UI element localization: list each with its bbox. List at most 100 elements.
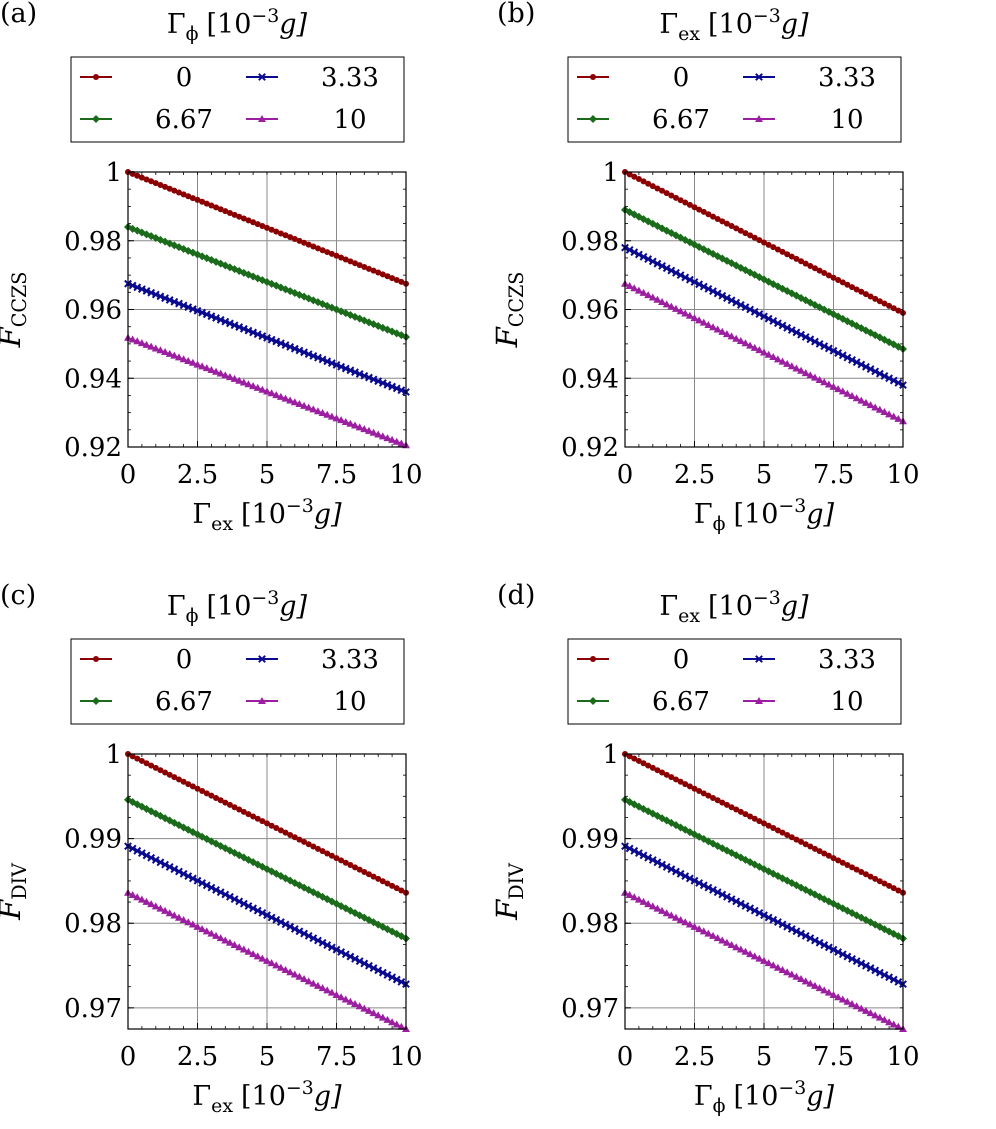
data-point — [253, 952, 262, 960]
data-point — [397, 386, 406, 395]
data-point — [230, 848, 239, 857]
data-point — [852, 957, 861, 966]
data-point — [392, 975, 401, 984]
legend-label: 10 — [830, 687, 863, 717]
data-point — [388, 1018, 397, 1026]
data-point — [365, 373, 373, 382]
data-point — [389, 882, 396, 889]
data-point — [133, 337, 142, 345]
data-point — [290, 970, 299, 978]
data-point — [815, 984, 824, 992]
data-point — [866, 964, 875, 972]
data-point — [207, 312, 216, 321]
data-point — [747, 232, 754, 239]
data-point — [875, 922, 884, 931]
data-point — [239, 945, 248, 953]
data-point — [138, 174, 145, 181]
data-point — [327, 943, 336, 952]
data-point — [709, 287, 717, 296]
data-point — [304, 350, 313, 359]
data-point — [226, 892, 234, 901]
data-point — [249, 382, 258, 390]
data-point — [313, 981, 322, 989]
data-point — [773, 872, 782, 881]
legend-label: 0 — [176, 63, 193, 93]
data-point — [807, 262, 814, 269]
legend-label: 6.67 — [155, 687, 213, 717]
data-point — [653, 295, 662, 303]
data-point — [690, 278, 699, 286]
legend-box — [70, 56, 405, 143]
data-point — [663, 771, 670, 778]
data-point — [866, 1009, 875, 1017]
data-point — [654, 767, 661, 774]
data-point — [374, 1011, 383, 1019]
data-point — [681, 918, 690, 926]
data-point — [314, 353, 322, 362]
data-point — [143, 760, 150, 767]
data-point — [890, 305, 897, 312]
data-point — [797, 929, 805, 938]
data-point — [250, 813, 257, 820]
data-point — [360, 425, 369, 433]
legend-label: 3.33 — [321, 63, 379, 93]
y-tick-label: 0.97 — [64, 994, 122, 1024]
legend-box — [70, 638, 405, 725]
data-point — [709, 885, 717, 894]
data-point — [695, 316, 704, 324]
data-point — [207, 929, 216, 937]
data-point — [682, 781, 689, 788]
data-point — [276, 963, 285, 971]
data-point — [313, 407, 322, 415]
data-point — [760, 312, 768, 321]
data-point — [291, 834, 298, 841]
data-point — [797, 975, 806, 983]
data-point — [843, 906, 852, 915]
x-tick-label: 0 — [617, 460, 634, 490]
y-tick-label: 0.99 — [561, 825, 619, 855]
data-point — [235, 897, 244, 906]
data-point — [867, 293, 874, 300]
y-tick-label: 1 — [602, 158, 619, 188]
data-point — [295, 927, 304, 936]
data-point — [273, 825, 280, 832]
data-point — [290, 398, 299, 406]
data-point — [895, 307, 902, 314]
data-point — [188, 874, 197, 883]
data-point — [890, 885, 897, 892]
data-point — [736, 337, 745, 345]
data-point — [713, 325, 722, 333]
data-point — [327, 359, 336, 368]
data-point — [774, 827, 781, 834]
data-point — [226, 319, 234, 328]
data-point — [733, 225, 740, 232]
data-point — [648, 257, 657, 266]
data-point — [626, 171, 633, 178]
data-point — [286, 968, 295, 976]
data-point — [792, 881, 801, 890]
data-point — [156, 904, 165, 912]
data-point — [824, 307, 833, 316]
data-point — [825, 272, 832, 279]
data-point — [189, 195, 196, 202]
series-10 — [621, 888, 907, 1032]
data-point — [714, 215, 721, 222]
data-point — [671, 231, 680, 240]
legend-marker-triangle — [755, 697, 763, 704]
data-point — [741, 855, 750, 864]
data-point — [162, 183, 169, 190]
data-point — [328, 852, 335, 859]
data-point — [375, 875, 382, 882]
data-point — [889, 975, 898, 984]
data-point — [746, 950, 755, 958]
data-point — [398, 278, 405, 285]
data-point — [217, 797, 224, 804]
data-point — [392, 384, 401, 393]
data-point — [198, 879, 207, 887]
data-point — [649, 183, 656, 190]
data-point — [337, 948, 346, 956]
data-point — [894, 414, 903, 422]
data-point — [166, 185, 173, 192]
data-point — [208, 792, 215, 799]
data-point — [676, 869, 685, 878]
